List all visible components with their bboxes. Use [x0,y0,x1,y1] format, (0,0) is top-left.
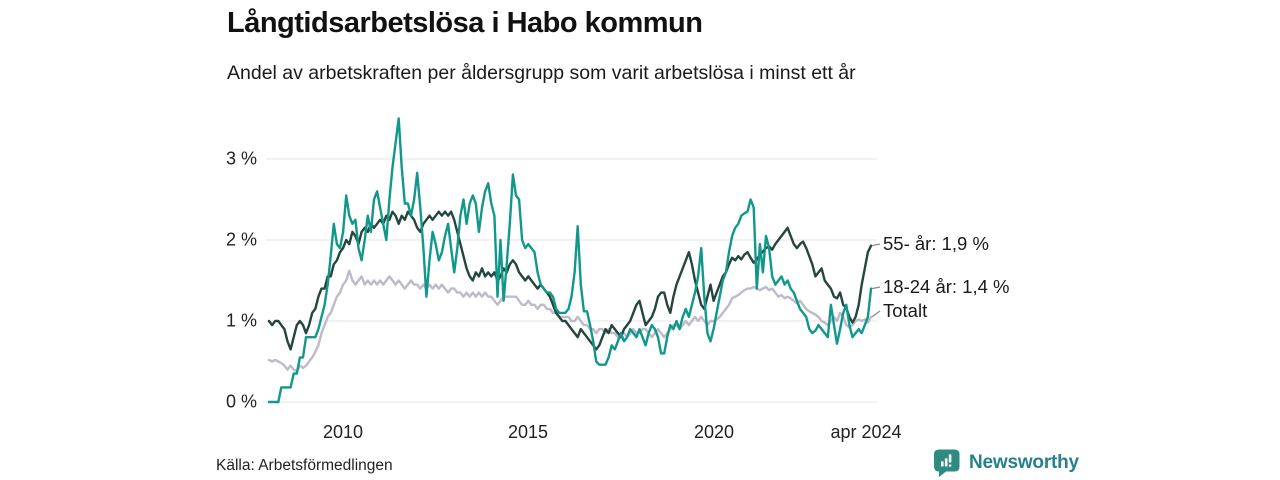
y-tick-label-1: 1 % [225,310,257,331]
series-end-label-18-24: 18-24 år: 1,4 % [883,276,1010,297]
newsworthy-logo[interactable]: Newsworthy [933,448,1079,477]
y-tick-label-2: 2 % [225,229,257,250]
x-tick-label-2020: 2020 [693,422,735,442]
page-subtitle: Andel av arbetskraften per åldersgrupp s… [227,62,856,84]
y-tick-label-0: 0 % [225,391,257,412]
source-note: Källa: Arbetsförmedlingen [216,457,393,474]
y-tick-label-3: 3 % [225,148,257,169]
x-tick-label-2010: 2010 [322,422,364,442]
x-tick-label-apr-2024: apr 2024 [830,422,902,442]
bar-chart-speech-bubble-icon [933,448,961,477]
series-end-label-totalt: Totalt [883,300,928,321]
page-title: Långtidsarbetslösa i Habo kommun [227,7,703,39]
newsworthy-logo-text: Newsworthy [969,451,1079,473]
x-tick-label-2015: 2015 [507,422,549,442]
series-end-label-55: 55- år: 1,9 % [883,233,989,254]
